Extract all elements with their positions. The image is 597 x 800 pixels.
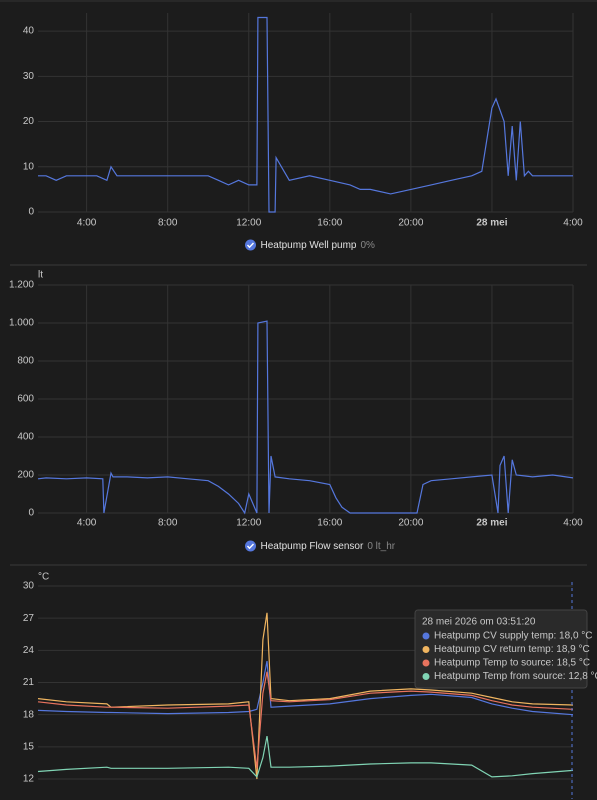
- series-line: [37, 660, 574, 716]
- legend-entry[interactable]: Heatpump Flow sensor 0 lt_hr: [261, 541, 396, 552]
- tooltip-box: [414, 609, 588, 689]
- tooltip-row: Heatpump Temp to source: 18,5 °C: [434, 658, 590, 669]
- legend-check: [246, 543, 255, 550]
- x-tick-label: 4:00: [77, 218, 97, 229]
- y-axis-unit: °C: [38, 572, 49, 583]
- x-tick-label: 4:00: [563, 218, 583, 229]
- x-tick-label: 20:00: [398, 218, 423, 229]
- legend-state: 0%: [360, 240, 375, 251]
- tooltip-title: 28 mei 2026 om 03:51:20: [422, 617, 536, 628]
- y-tick-label: 1.200: [9, 280, 34, 291]
- x-tick-label: 4:00: [77, 518, 97, 529]
- legend-toggle[interactable]: [245, 239, 256, 251]
- y-tick-label: 27: [23, 613, 35, 624]
- y-tick-label: 400: [17, 432, 34, 443]
- y-tick-label: 24: [23, 645, 35, 656]
- x-tick-label: 8:00: [158, 518, 178, 529]
- y-tick-label: 800: [17, 356, 34, 367]
- x-tick-label: 28 mei: [476, 518, 507, 529]
- x-tick-label: 16:00: [317, 218, 342, 229]
- x-tick-label: 4:00: [563, 518, 583, 529]
- x-tick-label: 20:00: [398, 518, 423, 529]
- tooltip-dot: [422, 659, 430, 667]
- y-tick-label: 18: [23, 709, 35, 720]
- legend-toggle[interactable]: [245, 540, 256, 552]
- x-tick-label: 12:00: [236, 518, 261, 529]
- series-line: [37, 320, 574, 515]
- y-tick-label: 12: [23, 774, 35, 785]
- tooltip-dot: [422, 673, 430, 680]
- x-tick-label: 12:00: [236, 218, 261, 229]
- y-tick-label: 15: [23, 741, 35, 752]
- x-tick-label: 28 mei: [476, 218, 507, 229]
- y-tick-label: 200: [17, 470, 34, 481]
- legend-name: Heatpump Flow sensor: [261, 541, 364, 552]
- tooltip-dot: [422, 646, 430, 653]
- y-tick-label: 1.000: [9, 318, 34, 329]
- series-line: [37, 671, 574, 769]
- y-tick-label: 30: [23, 581, 35, 592]
- x-tick-label: 16:00: [317, 518, 342, 529]
- tooltip-row: Heatpump CV supply temp: 18,0 °C: [434, 631, 593, 642]
- tooltip-dot: [422, 632, 430, 640]
- series-line: [38, 16, 573, 213]
- y-tick-label: 10: [23, 161, 35, 172]
- y-tick-label: 30: [23, 71, 35, 82]
- x-tick-label: 8:00: [158, 218, 178, 229]
- y-tick-label: 40: [23, 26, 35, 37]
- legend-state: 0 lt_hr: [367, 541, 395, 552]
- tooltip-row: Heatpump Temp from source: 12,8 °C: [434, 671, 597, 682]
- y-tick-label: 20: [23, 116, 35, 127]
- legend-check: [246, 242, 255, 249]
- tooltip-row: Heatpump CV return temp: 18,9 °C: [434, 644, 590, 655]
- y-tick-label: 0: [28, 207, 34, 218]
- series-line: [37, 735, 574, 779]
- y-tick-label: 600: [17, 394, 34, 405]
- y-axis-unit: lt: [38, 270, 43, 281]
- legend-entry[interactable]: Heatpump Well pump 0%: [261, 240, 376, 251]
- legend-name: Heatpump Well pump: [261, 240, 357, 251]
- y-tick-label: 21: [23, 677, 35, 688]
- y-tick-label: 0: [28, 508, 34, 519]
